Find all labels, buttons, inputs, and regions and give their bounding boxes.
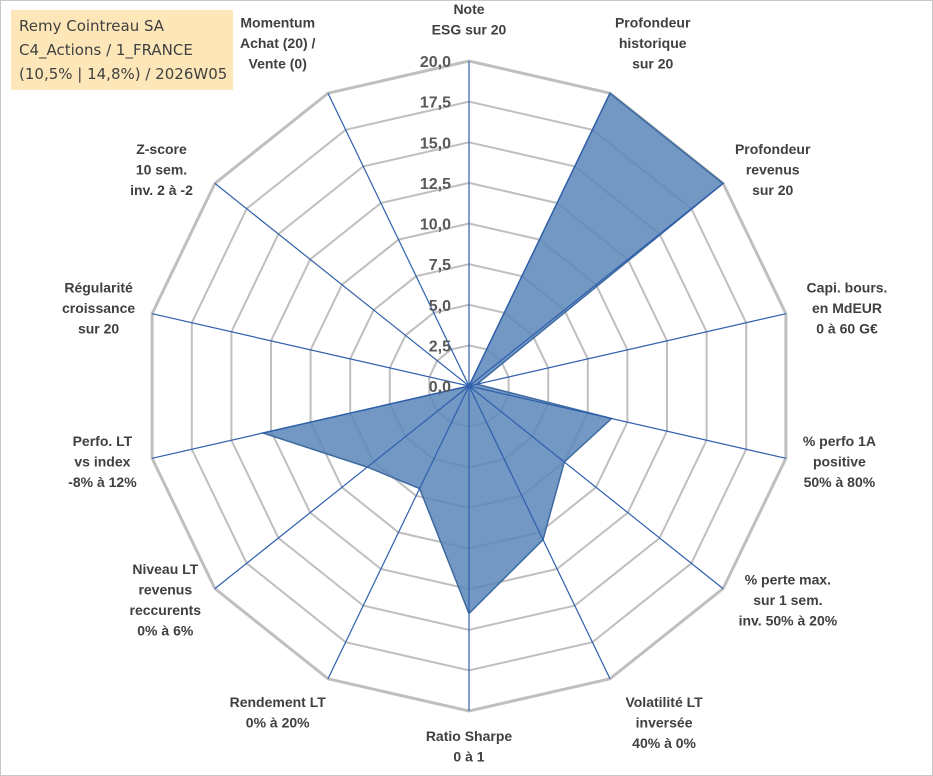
axis-spoke: [214, 182, 470, 387]
axis-label-line: positive: [813, 454, 866, 470]
axis-label-line: Ratio Sharpe: [426, 728, 513, 744]
axis-label-line: 50% à 80%: [804, 474, 876, 490]
axis-label: Profondeur historique sur 20: [615, 15, 691, 72]
axis-label: Z-score 10 sem. inv. 2 à -2: [130, 141, 193, 198]
tick-label: 5,0: [429, 298, 451, 315]
tick-label: 15,0: [420, 135, 451, 152]
axis-label-line: sur 20: [632, 56, 673, 72]
axis-spoke: [327, 92, 470, 387]
axis-label-line: sur 1 sem.: [753, 592, 822, 608]
axis-label-line: 0 à 60 G€: [816, 321, 878, 337]
axis-label-line: 0% à 6%: [137, 623, 194, 639]
axis-spoke: [468, 385, 611, 680]
company-name: Remy Cointreau SA: [19, 17, 165, 35]
axis-spoke: [327, 385, 470, 680]
tick-label: 10,0: [420, 217, 451, 234]
axis-label: Niveau LT revenus reccurents 0% à 6%: [130, 561, 202, 639]
chart-title-box: Remy Cointreau SA C4_Actions / 1_FRANCE …: [11, 10, 233, 90]
axis-label-line: % perte max.: [745, 571, 831, 587]
axis-spoke: [151, 385, 470, 459]
series-area: [260, 92, 725, 615]
axis-label-line: Capi. bours.: [807, 280, 888, 296]
axis-label-line: 0% à 20%: [246, 714, 310, 730]
axis-spoke: [214, 385, 470, 590]
axis-label-line: Vente (0): [249, 56, 307, 72]
axis-label-line: croissance: [62, 300, 135, 316]
tick-label: 0,0: [429, 379, 451, 396]
axis-label: Volatilité LT inversée 40% à 0%: [625, 694, 703, 751]
axis-label-line: Z-score: [136, 141, 187, 157]
tick-label: 7,5: [429, 257, 451, 274]
axis-label-line: Profondeur: [615, 15, 691, 31]
axis-label-line: historique: [619, 35, 687, 51]
axis-label-line: 0 à 1: [453, 749, 484, 765]
axis-spoke: [151, 313, 470, 387]
performance-week-label: (10,5% | 14,8%) / 2026W05: [19, 65, 228, 83]
axis-label-line: sur 20: [78, 321, 119, 337]
axis-label-line: Note: [453, 1, 484, 17]
axis-spoke: [468, 385, 724, 590]
axis-label-line: Profondeur: [735, 141, 811, 157]
axis-label: % perte max. sur 1 sem. inv. 50% à 20%: [739, 571, 838, 628]
axis-label: Momentum Achat (20) / Vente (0): [240, 15, 316, 72]
axis-label-line: 10 sem.: [136, 162, 187, 178]
axis-spoke: [468, 385, 787, 459]
axis-spoke: [468, 92, 611, 387]
axis-label-line: % perfo 1A: [803, 433, 876, 449]
axis-label-line: vs index: [74, 454, 130, 470]
axis-label-line: Régularité: [64, 280, 133, 296]
axis-label: Capi. bours. en MdEUR 0 à 60 G€: [807, 280, 888, 337]
tick-label: 17,5: [420, 95, 451, 112]
axis-label: Profondeur revenus sur 20: [735, 141, 811, 198]
axis-label-line: inv. 2 à -2: [130, 182, 193, 198]
axis-label-line: inv. 50% à 20%: [739, 612, 838, 628]
axis-label-line: en MdEUR: [812, 300, 882, 316]
axis-label: Note ESG sur 20: [432, 1, 507, 38]
axis-label-line: -8% à 12%: [68, 474, 137, 490]
tick-label: 2,5: [429, 338, 451, 355]
axis-label: Perfo. LT vs index -8% à 12%: [68, 433, 137, 490]
portfolio-label: C4_Actions / 1_FRANCE: [19, 41, 193, 59]
axis-label-line: Momentum: [240, 15, 315, 31]
tick-label: 20,0: [420, 54, 451, 71]
radar-tick-labels: 0,0 2,5 5,0 7,5 10,0 12,5 15,0 17,5 20,0: [420, 54, 451, 396]
axis-label-line: Achat (20) /: [240, 35, 316, 51]
axis-label: Rendement LT 0% à 20%: [230, 694, 327, 731]
tick-label: 12,5: [420, 176, 451, 193]
axis-label-line: Perfo. LT: [73, 433, 133, 449]
radar-spokes: [151, 61, 787, 711]
axis-label-line: reccurents: [130, 602, 202, 618]
axis-label-line: Rendement LT: [230, 694, 327, 710]
axis-label-line: 40% à 0%: [632, 735, 696, 751]
axis-label: Ratio Sharpe 0 à 1: [426, 728, 513, 765]
axis-label: Régularité croissance sur 20: [62, 280, 135, 337]
axis-label-line: inversée: [636, 714, 693, 730]
axis-label-line: ESG sur 20: [432, 22, 507, 38]
axis-spoke: [468, 313, 787, 387]
axis-label-line: revenus: [138, 582, 192, 598]
axis-label: % perfo 1A positive 50% à 80%: [803, 433, 876, 490]
axis-label-line: Volatilité LT: [625, 694, 703, 710]
axis-spoke: [468, 182, 724, 387]
radar-series: [260, 92, 725, 615]
radar-axis-labels: Note ESG sur 20 Profondeur historique sur 20…: [62, 1, 887, 765]
axis-label-line: revenus: [746, 162, 800, 178]
axis-label-line: sur 20: [752, 182, 793, 198]
axis-label-line: Niveau LT: [132, 561, 198, 577]
